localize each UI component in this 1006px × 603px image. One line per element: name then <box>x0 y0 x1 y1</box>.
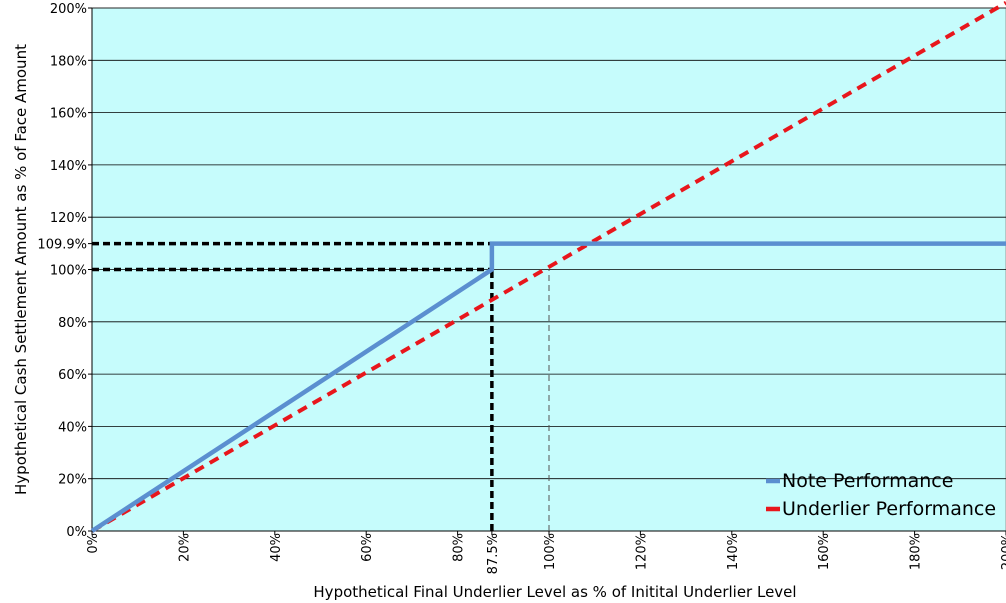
x-axis-title: Hypothetical Final Underlier Level as % … <box>313 583 796 601</box>
reference-lines <box>92 241 550 531</box>
series-lines <box>90 1 1006 533</box>
y-axis-title: Hypothetical Cash Settlement Amount as %… <box>12 44 30 495</box>
x-tick-label: 100% <box>543 533 558 570</box>
x-tick-label: 140% <box>726 533 741 570</box>
x-tick-label: 120% <box>634 533 649 570</box>
x-tick-label: 200% <box>1000 533 1006 570</box>
x-tick-label: 0% <box>86 533 101 554</box>
y-tick-label: 180% <box>50 54 87 69</box>
y-tick-label: 40% <box>58 420 87 435</box>
series-line-note-performance <box>90 241 1006 533</box>
y-tick-label: 140% <box>50 159 87 174</box>
y-tick-label: 100% <box>50 264 87 279</box>
y-tick-label: 200% <box>50 2 87 17</box>
legend: Note Performance Underlier Performance <box>766 470 996 520</box>
y-tick-label: 120% <box>50 211 87 226</box>
x-tick-labels: 0% 20% 40% 60% 80% 87.5% 100% 120% 140% 160% 180% 2… <box>86 531 1006 574</box>
series-line-underlier-performance <box>90 1 1006 533</box>
x-tick-label: 80% <box>452 533 467 562</box>
legend-label-note-performance: Note Performance <box>782 470 953 492</box>
y-tick-label: 60% <box>58 368 87 383</box>
x-tick-label: 60% <box>360 533 375 562</box>
y-tick-label: 160% <box>50 107 87 122</box>
x-tick-label: 180% <box>909 533 924 570</box>
x-tick-label: 87.5% <box>486 533 501 574</box>
x-tick-label: 20% <box>177 533 192 562</box>
y-tick-label: 0% <box>66 525 87 540</box>
y-tick-label: 20% <box>58 473 87 488</box>
y-tick-label: 109.9% <box>37 238 87 253</box>
y-tick-labels: 0% 20% 40% 60% 80% 100% 109.9% 120% 140% 160% 180%… <box>37 2 92 540</box>
x-tick-label: 40% <box>269 533 284 562</box>
x-tick-label: 160% <box>817 533 832 570</box>
y-tick-label: 80% <box>58 316 87 331</box>
legend-label-underlier-performance: Underlier Performance <box>782 498 996 520</box>
